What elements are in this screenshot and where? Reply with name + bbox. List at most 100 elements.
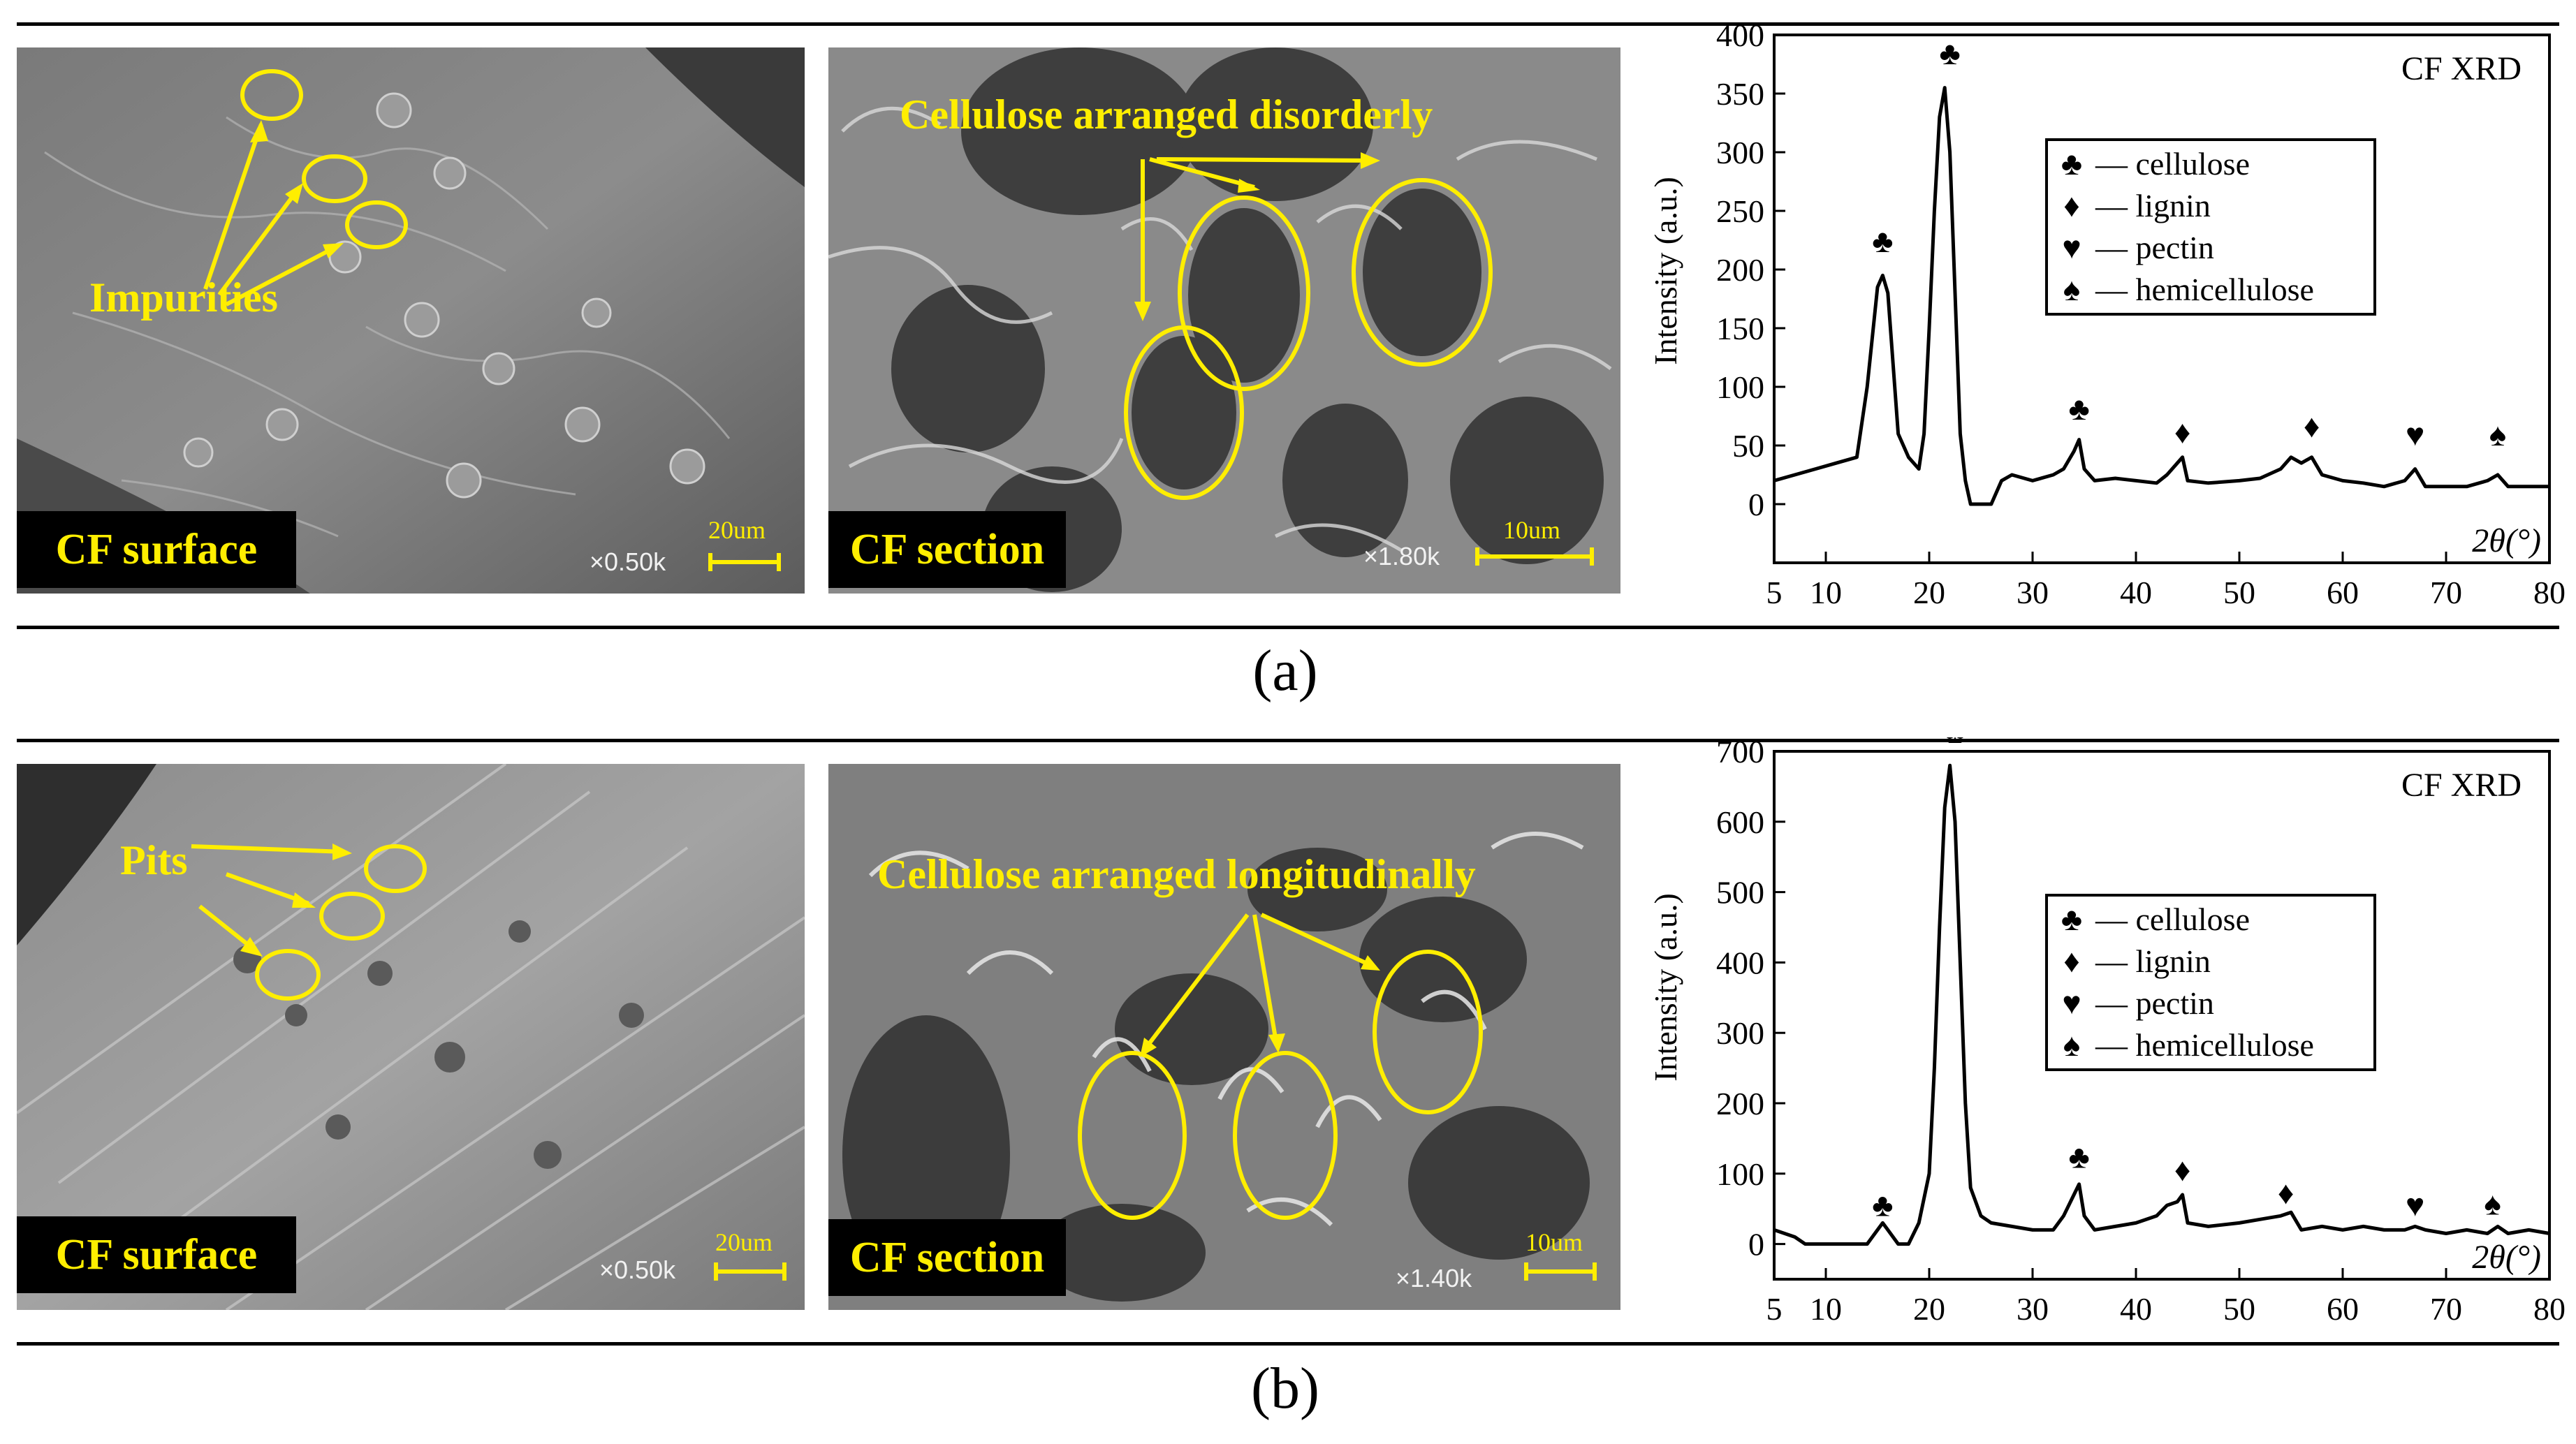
magnification-section-b: ×1.40k: [1396, 1264, 1472, 1292]
x-tick-label: 60: [2327, 1291, 2359, 1327]
peak-marker: ♣: [2069, 391, 2090, 427]
legend-symbol: ♥: [2062, 985, 2081, 1021]
xrd-series-line: [1773, 86, 2549, 506]
legend-box: [2045, 894, 2376, 1071]
xrd-data-point: [1881, 274, 1885, 277]
legend-label: — lignin: [2095, 943, 2211, 979]
xrd-data-point: [2010, 1225, 2014, 1228]
legend-symbol: ♥: [2062, 230, 2081, 265]
xrd-data-point: [1891, 362, 1895, 365]
xrd-data-point: [2083, 467, 2086, 471]
xrd-data-point: [1933, 209, 1936, 212]
xrd-data-point: [2010, 473, 2014, 476]
xrd-data-point: [1963, 1102, 1967, 1105]
xrd-data-point: [2165, 473, 2169, 476]
plot-frame: [1773, 34, 2551, 564]
sem-section-image-b: Cellulose arranged longitudinally CF sec…: [828, 764, 1620, 1310]
y-tick-label: 500: [1716, 875, 1764, 911]
xrd-data-point: [2424, 485, 2427, 488]
xrd-data-point: [2445, 485, 2447, 488]
xrd-data-point: [2077, 438, 2081, 441]
y-tick-label: 350: [1716, 76, 1764, 112]
xrd-data-point: [1917, 1221, 1921, 1225]
xrd-data-point: [2031, 479, 2034, 482]
x-tick-label: 10: [1810, 1291, 1842, 1327]
xrd-data-point: [1803, 1242, 1807, 1246]
xrd-data-point: [1969, 1186, 1973, 1189]
x-tick-label: 50: [2223, 575, 2255, 610]
cellulose-longitudinal-annotation: Cellulose arranged longitudinally: [877, 851, 1476, 897]
xrd-data-point: [2320, 473, 2324, 476]
xrd-data-point: [2165, 1204, 2169, 1207]
xrd-data-point: [1943, 806, 1947, 809]
x-tick-label: 70: [2430, 1291, 2462, 1327]
xrd-data-point: [2527, 485, 2531, 488]
xrd-data-point: [2114, 477, 2117, 480]
xrd-data-point: [1896, 432, 1900, 436]
xrd-data-point: [1773, 1228, 1776, 1232]
y-tick-label: 400: [1716, 21, 1764, 53]
xrd-data-point: [1928, 1172, 1931, 1175]
xrd-data-point: [1876, 1228, 1879, 1232]
sem-section-image-a: Cellulose arranged disorderly CF section…: [828, 47, 1620, 594]
x-tick-label: 20: [1913, 575, 1945, 610]
xrd-data-point: [2155, 481, 2158, 485]
x-axis-label: 2θ(°): [2472, 522, 2541, 559]
xrd-data-point: [1959, 432, 1962, 436]
y-tick-label: 150: [1716, 311, 1764, 346]
cf-section-label-b: CF section: [828, 1219, 1066, 1296]
xrd-data-point: [1793, 473, 1796, 476]
xrd-data-point: [1954, 820, 1956, 823]
xrd-data-point: [2135, 1221, 2137, 1225]
xrd-data-point: [2362, 1225, 2365, 1228]
peak-marker: ♣: [1940, 36, 1961, 71]
y-axis-label: Intensity (a.u.): [1648, 893, 1683, 1082]
xrd-data-point: [1963, 479, 1967, 482]
xrd-data-point: [1979, 1214, 1982, 1218]
x-tick-label: 10: [1810, 575, 1842, 610]
xrd-data-point: [2383, 1228, 2386, 1232]
x-tick-label: 60: [2327, 575, 2359, 610]
legend-label: — pectin: [2095, 230, 2214, 265]
scale-bar-surface-a: [708, 553, 781, 571]
x-tick-label: 5: [1766, 575, 1783, 610]
bottom-rule-b: [17, 1342, 2559, 1346]
peak-marker: ♥: [2406, 417, 2424, 452]
xrd-data-point: [1881, 1221, 1885, 1225]
legend-symbol: ♣: [2061, 146, 2082, 182]
xrd-data-point: [2176, 1200, 2179, 1204]
scale-text-section-b: 10um: [1525, 1228, 1583, 1256]
y-tick-label: 0: [1748, 1227, 1764, 1262]
xrd-data-point: [2031, 1228, 2034, 1232]
chart-title: CF XRD: [2401, 50, 2522, 87]
xrd-data-point: [2176, 462, 2179, 465]
xrd-data-point: [1866, 385, 1869, 388]
xrd-data-point: [2548, 1232, 2551, 1235]
legend-symbol: ♠: [2063, 1027, 2080, 1063]
xrd-data-point: [2181, 455, 2184, 459]
x-tick-label: 70: [2430, 575, 2462, 610]
xrd-data-point: [2051, 1228, 2055, 1232]
x-tick-label: 20: [1913, 1291, 1945, 1327]
xrd-data-point: [2258, 477, 2262, 480]
xrd-data-point: [1917, 467, 1921, 471]
xrd-data-point: [2445, 1232, 2447, 1235]
xrd-data-point: [2279, 467, 2283, 471]
xrd-data-point: [1834, 462, 1838, 465]
xrd-data-point: [2424, 1228, 2427, 1232]
xrd-data-point: [2290, 455, 2292, 459]
scale-text-section-a: 10um: [1503, 516, 1561, 544]
xrd-data-point: [1886, 291, 1889, 295]
xrd-data-point: [2258, 1218, 2262, 1221]
xrd-data-point: [2341, 1228, 2344, 1232]
legend-label: — cellulose: [2095, 901, 2250, 937]
scale-text-surface-a: 20um: [708, 516, 766, 544]
xrd-data-point: [2114, 1225, 2117, 1228]
scale-text-surface-b: 20um: [715, 1228, 773, 1256]
peak-marker: ♣: [1945, 737, 1966, 750]
peak-marker: ♦: [2278, 1175, 2294, 1211]
x-tick-label: 80: [2533, 575, 2566, 610]
xrd-series-line: [1773, 763, 2550, 1246]
xrd-data-point: [2155, 1214, 2158, 1218]
legend-label: — hemicellulose: [2095, 272, 2314, 307]
